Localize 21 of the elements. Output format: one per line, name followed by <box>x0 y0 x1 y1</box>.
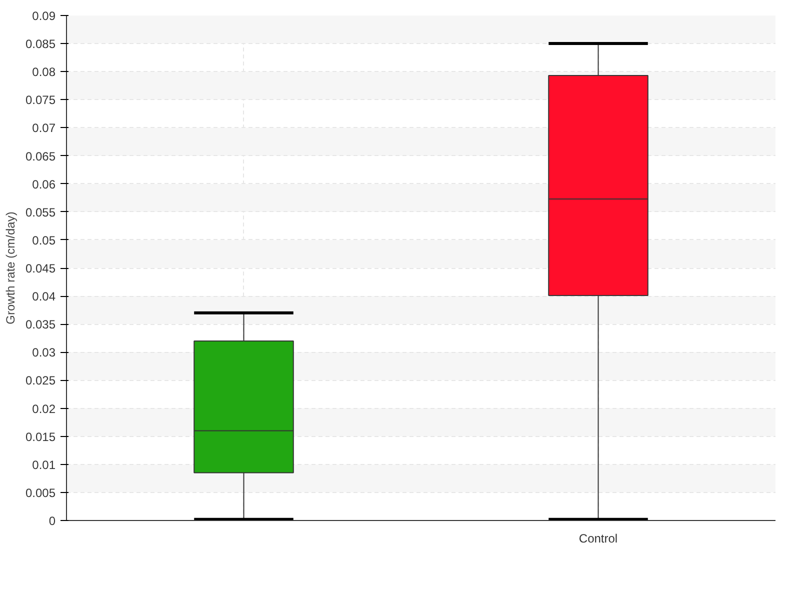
y-tick-label: 0.075 <box>25 93 56 108</box>
y-tick-label: 0.065 <box>25 149 56 164</box>
y-tick-label: 0.055 <box>25 205 56 220</box>
y-tick-label: 0.025 <box>25 374 56 388</box>
y-tick-label: 0.02 <box>32 402 56 416</box>
y-tick-label: 0.015 <box>25 430 56 444</box>
x-tick-label: Control <box>578 532 618 546</box>
y-tick-label: 0 <box>48 514 56 528</box>
y-tick-label: 0.035 <box>25 318 56 332</box>
y-axis-title: Growth rate (cm/day) <box>3 212 18 324</box>
y-tick-label: 0.07 <box>32 121 56 136</box>
y-tick-label: 0.06 <box>32 177 56 192</box>
y-tick-label: 0.08 <box>32 65 56 80</box>
y-tick-label: 0.04 <box>32 290 56 304</box>
y-tick-label: 0.01 <box>32 458 56 472</box>
y-tick-label: 0.09 <box>32 9 56 23</box>
y-tick-label: 0.005 <box>25 486 56 500</box>
y-tick-label: 0.085 <box>25 37 56 52</box>
y-tick-label: 0.05 <box>32 233 56 248</box>
y-tick-label: 0.045 <box>25 262 56 276</box>
y-tick-label: 0.03 <box>32 346 56 360</box>
